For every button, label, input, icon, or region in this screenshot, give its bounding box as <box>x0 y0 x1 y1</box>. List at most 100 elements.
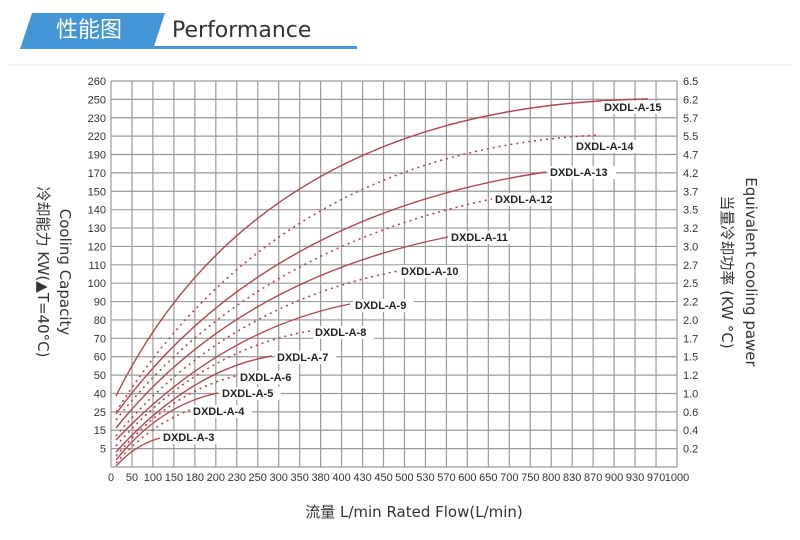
svg-text:1.5: 1.5 <box>683 352 698 364</box>
svg-text:1000: 1000 <box>665 472 689 484</box>
section-header: 性能图 Performance <box>0 0 800 66</box>
svg-text:750: 750 <box>521 472 539 484</box>
svg-text:900: 900 <box>605 472 623 484</box>
curve-dxdl-a-8 <box>115 330 311 447</box>
y-axis-title-en: Cooling Capacity <box>56 209 74 336</box>
svg-text:170: 170 <box>88 168 106 180</box>
svg-text:200: 200 <box>207 472 225 484</box>
curve-dxdl-a-3 <box>115 437 161 467</box>
svg-text:6.5: 6.5 <box>683 76 698 88</box>
header-divider <box>8 64 792 66</box>
svg-text:870: 870 <box>584 472 602 484</box>
svg-text:5.7: 5.7 <box>683 113 698 125</box>
svg-text:250: 250 <box>249 472 267 484</box>
svg-text:5: 5 <box>100 444 106 456</box>
curve-label: DXDL-A-8 <box>315 327 366 339</box>
y-axis-ticks: 260 250 230 220 190 170 150 140 130 120 110 100 90 80… <box>88 76 106 456</box>
svg-text:400: 400 <box>332 472 350 484</box>
svg-text:70: 70 <box>94 333 106 345</box>
curve-label: DXDL-A-6 <box>240 372 291 384</box>
svg-text:60: 60 <box>94 352 106 364</box>
svg-text:380: 380 <box>311 472 329 484</box>
svg-text:6.2: 6.2 <box>683 94 698 106</box>
curve-label: DXDL-A-4 <box>193 406 245 418</box>
chart-curves <box>115 98 649 467</box>
svg-text:830: 830 <box>563 472 581 484</box>
svg-text:3.2: 3.2 <box>683 223 698 235</box>
x-axis-ticks: 0 50 100 150 180 200 230 250 300 350 380 400 430 450 5… <box>108 472 689 484</box>
svg-text:Cooling Capacity: Cooling Capacity <box>56 209 74 336</box>
svg-text:50: 50 <box>126 472 138 484</box>
svg-text:0: 0 <box>108 472 114 484</box>
chart-grid <box>110 80 678 468</box>
curve-dxdl-a-9 <box>115 303 351 441</box>
curve-label: DXDL-A-5 <box>222 388 273 400</box>
curve-dxdl-a-14 <box>115 134 601 413</box>
svg-text:80: 80 <box>94 315 106 327</box>
curve-dxdl-a-4 <box>115 409 191 464</box>
svg-text:450: 450 <box>374 472 392 484</box>
curve-dxdl-a-13 <box>115 171 547 415</box>
svg-text:130: 130 <box>88 223 106 235</box>
svg-text:0.6: 0.6 <box>683 407 698 419</box>
header-tab <box>20 13 165 49</box>
svg-text:500: 500 <box>395 472 413 484</box>
svg-text:700: 700 <box>500 472 518 484</box>
svg-text:970: 970 <box>647 472 665 484</box>
curve-dxdl-a-5 <box>115 392 219 461</box>
svg-text:1.0: 1.0 <box>683 388 698 400</box>
svg-text:150: 150 <box>165 472 183 484</box>
curve-label: DXDL-A-9 <box>355 300 406 312</box>
svg-text:180: 180 <box>186 472 204 484</box>
svg-text:50: 50 <box>94 370 106 382</box>
svg-text:90: 90 <box>94 297 106 309</box>
svg-text:1.7: 1.7 <box>683 333 698 345</box>
svg-text:100: 100 <box>144 472 162 484</box>
svg-text:800: 800 <box>542 472 560 484</box>
svg-text:3.7: 3.7 <box>683 186 698 198</box>
svg-text:4.7: 4.7 <box>683 150 698 162</box>
curve-labels: DXDL-A-3 DXDL-A-4 DXDL-A-5 DXDL-A-6 DXDL-A-7… <box>161 101 670 444</box>
svg-text:100: 100 <box>88 278 106 290</box>
svg-text:3.0: 3.0 <box>683 241 698 253</box>
svg-text:150: 150 <box>88 186 106 198</box>
curve-label: DXDL-A-10 <box>401 266 458 278</box>
svg-text:600: 600 <box>458 472 476 484</box>
svg-text:230: 230 <box>88 113 106 125</box>
curve-label: DXDL-A-12 <box>495 194 552 206</box>
svg-text:0.4: 0.4 <box>683 425 698 437</box>
y-axis-title-cn: 冷却能力 KW(▲T=40°C) <box>34 187 52 358</box>
svg-text:5.5: 5.5 <box>683 131 698 143</box>
svg-text:当量冷却功率 (KW °C): 当量冷却功率 (KW °C) <box>718 195 736 348</box>
svg-text:120: 120 <box>88 241 106 253</box>
svg-text:冷却能力 KW(▲T=40°C): 冷却能力 KW(▲T=40°C) <box>34 187 52 358</box>
svg-text:190: 190 <box>88 150 106 162</box>
svg-text:250: 250 <box>88 94 106 106</box>
svg-text:0.2: 0.2 <box>683 444 698 456</box>
curve-label: DXDL-A-13 <box>550 167 607 179</box>
svg-text:230: 230 <box>228 472 246 484</box>
header-title-cn: 性能图 <box>56 18 123 43</box>
svg-text:2.5: 2.5 <box>683 278 698 290</box>
x-axis-title: 流量 L/min Rated Flow(L/min) <box>305 503 523 521</box>
curve-dxdl-a-15 <box>115 98 649 397</box>
svg-text:3.5: 3.5 <box>683 205 698 217</box>
svg-text:4.2: 4.2 <box>683 168 698 180</box>
y2-axis-title-en: Equivalent cooling pawer <box>742 177 760 367</box>
y2-axis-title-cn: 当量冷却功率 (KW °C) <box>718 195 736 348</box>
curve-label: DXDL-A-15 <box>604 102 661 114</box>
curve-label: DXDL-A-11 <box>451 232 508 244</box>
curve-label: DXDL-A-7 <box>277 352 328 364</box>
svg-text:15: 15 <box>94 425 106 437</box>
curve-label: DXDL-A-14 <box>576 141 634 153</box>
header-title-en: Performance <box>172 18 312 43</box>
svg-text:40: 40 <box>94 388 106 400</box>
svg-text:2.2: 2.2 <box>683 297 698 309</box>
svg-text:Equivalent cooling pawer: Equivalent cooling pawer <box>742 177 760 367</box>
svg-text:350: 350 <box>290 472 308 484</box>
svg-text:570: 570 <box>437 472 455 484</box>
svg-text:1.2: 1.2 <box>683 370 698 382</box>
svg-text:2.0: 2.0 <box>683 315 698 327</box>
y2-axis-ticks: 6.5 6.2 5.7 5.5 4.7 4.2 3.7 3.5 3.2 3.0 2.7 2.5 2.2 2… <box>683 76 698 456</box>
